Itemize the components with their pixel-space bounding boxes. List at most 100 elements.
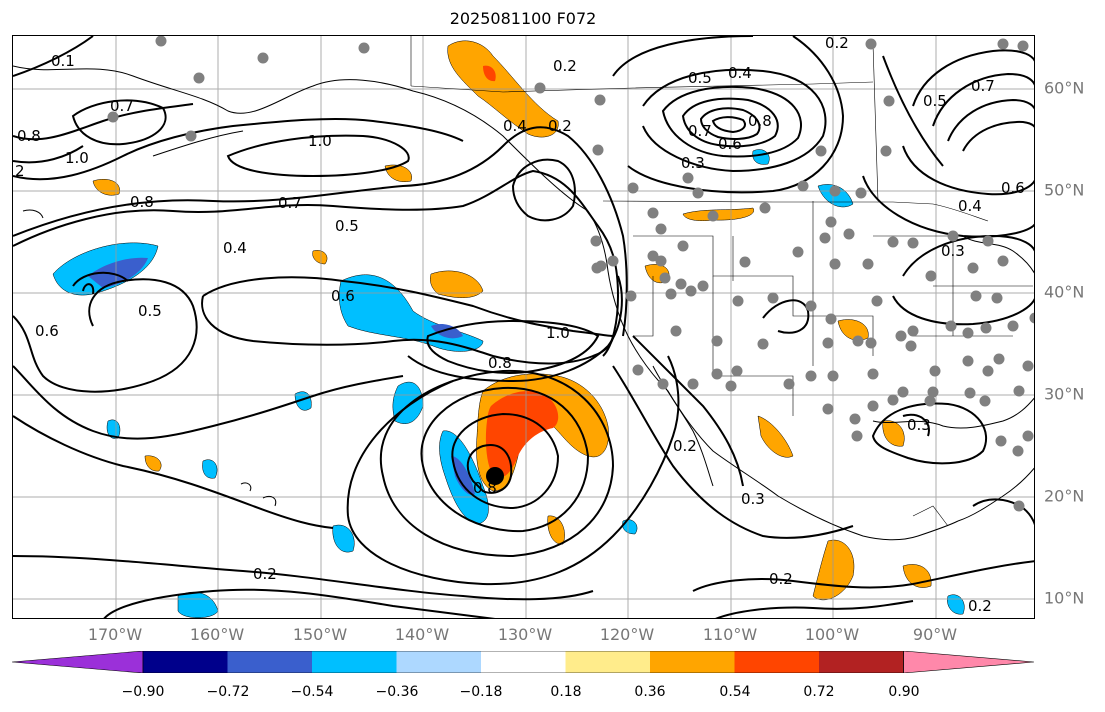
anomaly-region-darkblue: [88, 257, 148, 288]
svg-text:0.5: 0.5: [335, 217, 359, 235]
colorbar-segment: [819, 651, 904, 673]
longitude-label: 160°W: [189, 625, 245, 644]
political-borders: [410, 36, 1033, 527]
anomaly-region-blue: [947, 594, 965, 615]
anomaly-region-red: [485, 391, 559, 478]
svg-text:0.8: 0.8: [748, 112, 772, 130]
colorbar-segment: [227, 651, 312, 673]
longitude-label: 90°W: [912, 625, 958, 644]
svg-text:0.8: 0.8: [17, 127, 41, 145]
latitude-label: 10°N: [1044, 588, 1085, 608]
anomaly-region-blue: [332, 524, 355, 553]
colorbar-segment: [565, 651, 650, 673]
svg-text:0.2: 0.2: [825, 36, 849, 52]
colorbar-segment: [143, 651, 228, 673]
svg-text:0.6: 0.6: [35, 322, 59, 340]
longitude-label: 140°W: [394, 625, 450, 644]
svg-text:0.2: 0.2: [673, 437, 697, 455]
colorbar-tick-label: −0.72: [206, 684, 250, 700]
colorbar-tick-label: 0.72: [803, 684, 835, 700]
svg-text:0.3: 0.3: [741, 490, 765, 508]
longitude-label: 130°W: [497, 625, 553, 644]
colorbar-extend-low: [11, 651, 144, 673]
latitude-label: 60°N: [1044, 78, 1085, 98]
anomaly-region-orange: [837, 319, 869, 341]
svg-text:0.4: 0.4: [958, 197, 982, 215]
svg-text:0.7: 0.7: [688, 122, 712, 140]
svg-text:0.6: 0.6: [1001, 179, 1025, 197]
anomaly-region-blue: [392, 381, 424, 424]
svg-text:0.2: 0.2: [253, 565, 277, 583]
anomaly-region-orange: [682, 207, 754, 221]
colorbar-tick-label: 0.54: [719, 684, 751, 700]
colorbar-segment: [312, 651, 397, 673]
anomaly-region-orange: [384, 164, 412, 182]
latitude-label: 40°N: [1044, 282, 1085, 302]
svg-text:0.2: 0.2: [769, 570, 793, 588]
colorbar-tick-label: −0.54: [290, 684, 334, 700]
anomaly-region-darkblue: [431, 324, 463, 339]
svg-text:0.7: 0.7: [278, 194, 302, 212]
svg-text:0.8: 0.8: [130, 193, 154, 211]
svg-text:0.3: 0.3: [681, 154, 705, 172]
colorbar-segment: [650, 651, 735, 673]
coastlines: [13, 65, 1034, 541]
svg-text:0.3: 0.3: [941, 242, 965, 260]
svg-text:1.0: 1.0: [65, 149, 89, 167]
anomaly-region-orange: [144, 455, 162, 472]
svg-text:0.2: 0.2: [548, 117, 572, 135]
svg-text:1.0: 1.0: [308, 132, 332, 150]
svg-text:0.2: 0.2: [553, 57, 577, 75]
longitude-label: 120°W: [599, 625, 655, 644]
colorbar-tick-label: −0.90: [121, 684, 165, 700]
anomaly-region-orange: [757, 415, 794, 458]
colorbar-extend-high: [903, 651, 1035, 673]
map-title: 2025081100 F072: [449, 9, 597, 28]
colorbar-outline: [142, 651, 904, 673]
anomaly-region-blue: [752, 149, 770, 165]
colorbar-segment: [481, 651, 566, 673]
svg-text:0.7: 0.7: [110, 97, 134, 115]
svg-text:0.4: 0.4: [503, 117, 527, 135]
colorbar-segment: [734, 651, 819, 673]
storm-center-marker: [486, 467, 504, 485]
latitude-label: 50°N: [1044, 180, 1085, 200]
colorbar-segment: [396, 651, 481, 673]
colorbar-tick-label: 0.36: [634, 684, 666, 700]
anomaly-region-darkblue: [451, 456, 475, 496]
svg-text:0.1: 0.1: [51, 52, 75, 70]
colorbar: [11, 651, 1035, 673]
svg-text:2: 2: [15, 162, 25, 180]
anomaly-region-blue: [294, 391, 312, 411]
svg-text:0.5: 0.5: [688, 69, 712, 87]
anomaly-region-orange: [882, 420, 905, 447]
svg-text:0.4: 0.4: [728, 64, 752, 82]
svg-text:0.6: 0.6: [331, 287, 355, 305]
station-markers: [107, 36, 1034, 512]
svg-text:0.8: 0.8: [473, 479, 497, 497]
map-plot: 0.1 0.7 0.8 1.0 2 0.8 0.7 0.5 0.4 0.5 0.…: [13, 36, 1034, 618]
longitude-label: 170°W: [87, 625, 143, 644]
longitude-label: 110°W: [702, 625, 758, 644]
svg-text:0.3: 0.3: [907, 416, 931, 434]
contour-lines: [13, 36, 1034, 618]
longitude-label: 100°W: [804, 625, 860, 644]
svg-text:0.6: 0.6: [718, 135, 742, 153]
svg-text:1.0: 1.0: [546, 324, 570, 342]
map-panel: 0.1 0.7 0.8 1.0 2 0.8 0.7 0.5 0.4 0.5 0.…: [12, 35, 1035, 619]
svg-text:0.5: 0.5: [138, 302, 162, 320]
svg-text:0.5: 0.5: [923, 92, 947, 110]
contour-labels: 0.1 0.7 0.8 1.0 2 0.8 0.7 0.5 0.4 0.5 0.…: [15, 36, 1025, 615]
svg-text:0.2: 0.2: [968, 597, 992, 615]
svg-text:0.4: 0.4: [223, 239, 247, 257]
svg-text:0.8: 0.8: [488, 354, 512, 372]
latitude-label: 20°N: [1044, 486, 1085, 506]
anomaly-region-red: [483, 65, 496, 82]
anomaly-region-orange: [312, 250, 328, 265]
colorbar-tick-label: −0.18: [459, 684, 503, 700]
colorbar-tick-label: 0.90: [888, 684, 920, 700]
colorbar-tick-label: −0.36: [375, 684, 419, 700]
longitude-label: 150°W: [292, 625, 348, 644]
latitude-label: 30°N: [1044, 384, 1085, 404]
anomaly-region-orange: [430, 270, 484, 298]
